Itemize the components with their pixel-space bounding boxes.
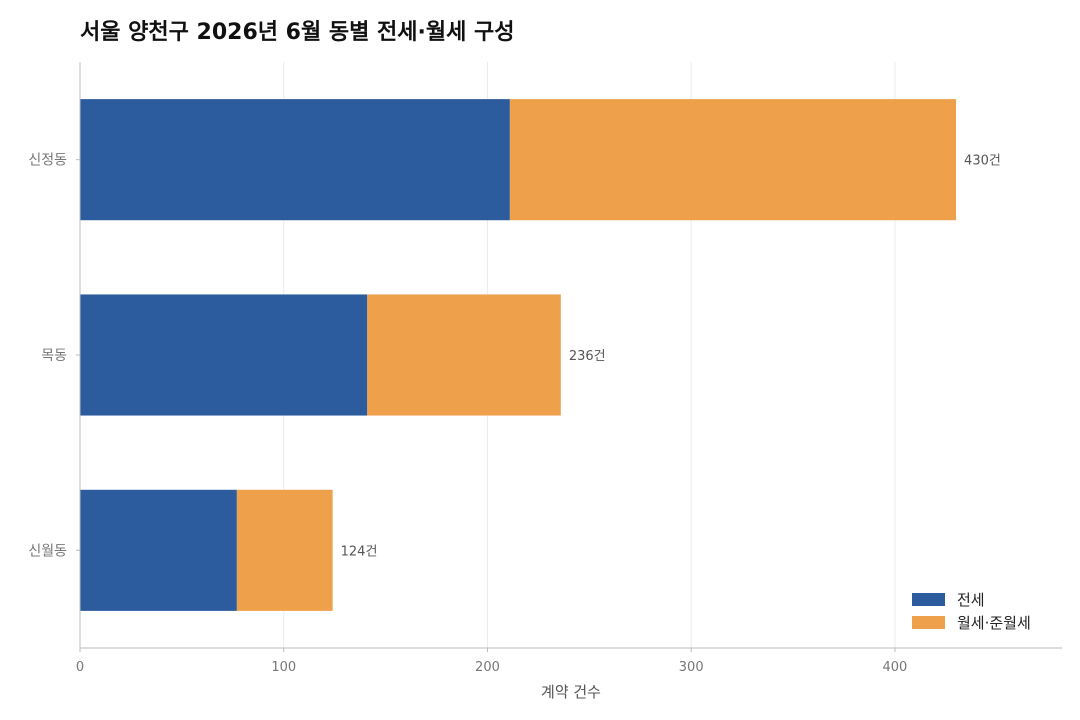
y-tick-label: 신정동 bbox=[28, 153, 67, 169]
axes bbox=[76, 62, 1062, 652]
bar-segment-wolse bbox=[367, 294, 561, 416]
bar-segment-wolse bbox=[509, 99, 957, 221]
legend-label-jeonse: 전세 bbox=[957, 591, 985, 609]
y-tick-label: 신월동 bbox=[28, 543, 67, 559]
total-label: 430건 bbox=[964, 154, 1001, 169]
x-tick-label: 300 bbox=[679, 660, 704, 675]
x-tick-label: 100 bbox=[271, 660, 296, 675]
total-label: 236건 bbox=[569, 349, 606, 364]
legend-label-wolse: 월세·준월세 bbox=[957, 614, 1031, 632]
x-tick-label: 400 bbox=[883, 660, 908, 675]
bar-segment-jeonse bbox=[80, 99, 510, 221]
total-label: 124건 bbox=[341, 544, 378, 559]
x-tick-label: 0 bbox=[76, 660, 84, 675]
legend-swatch-jeonse bbox=[912, 593, 945, 606]
x-axis-title: 계약 건수 bbox=[541, 683, 601, 701]
legend-swatch-wolse bbox=[912, 616, 945, 629]
labels: 430건 신정동 236건 목동 124건 신월동 0 100 200 300 400 bbox=[28, 153, 1000, 675]
bar-segment-jeonse bbox=[80, 489, 237, 611]
y-tick-label: 목동 bbox=[41, 348, 67, 364]
bar-segment-wolse bbox=[236, 489, 333, 611]
legend: 전세 월세·준월세 bbox=[912, 588, 1031, 634]
legend-item-wolse: 월세·준월세 bbox=[912, 611, 1031, 634]
x-tick-label: 200 bbox=[475, 660, 500, 675]
bars bbox=[80, 99, 957, 611]
chart-title: 서울 양천구 2026년 6월 동별 전세·월세 구성 bbox=[80, 20, 515, 45]
bar-segment-jeonse bbox=[80, 294, 368, 416]
legend-item-jeonse: 전세 bbox=[912, 588, 1031, 611]
